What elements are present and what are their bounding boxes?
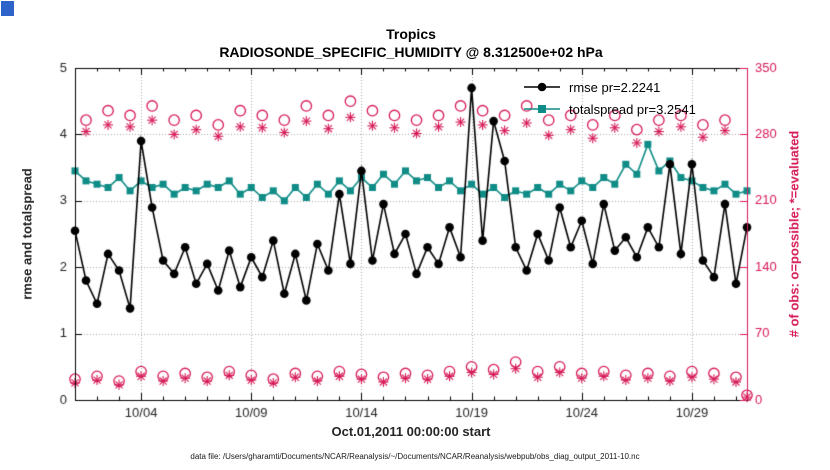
data-file-footer: data file: /Users/gharamti/Documents/NCA… — [190, 452, 640, 461]
legend-entry-rmse: rmse pr=2.2241 — [523, 76, 696, 98]
y-axis-label-left: rmse and totalspread — [19, 168, 35, 300]
legend-entry-totalspread: totalspread pr=3.2541 — [523, 98, 696, 120]
legend-label-rmse: rmse pr=2.2241 — [569, 79, 661, 95]
legend-sample-totalspread-line-marker — [524, 105, 560, 113]
plot-subtitle: RADIOSONDE_SPECIFIC_HUMIDITY @ 8.312500e… — [219, 44, 603, 60]
legend: rmse pr=2.2241 totalspread pr=3.2541 — [523, 76, 696, 120]
legend-sample-rmse-line-marker — [524, 82, 560, 92]
legend-label-totalspread: totalspread pr=3.2541 — [569, 101, 696, 117]
x-axis-label: Oct.01,2011 00:00:00 start — [331, 424, 491, 439]
plot-title: Tropics — [386, 26, 436, 42]
y-axis-label-right: # of obs: o=possible; *=evaluated — [786, 130, 802, 338]
